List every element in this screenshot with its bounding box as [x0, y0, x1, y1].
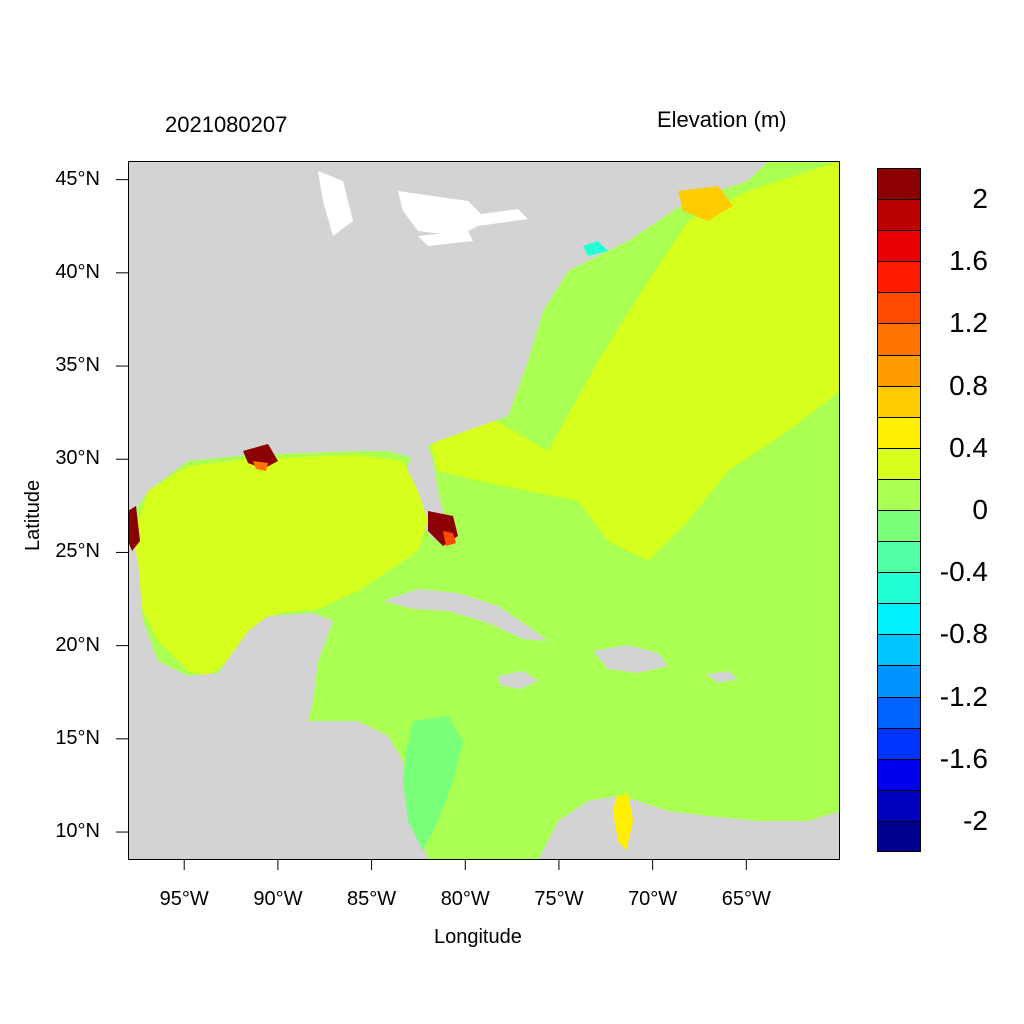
colorbar-label: 1.6	[949, 245, 988, 277]
x-tick-label: 65°W	[721, 888, 771, 910]
colorbar-label: 1.2	[949, 307, 988, 339]
colorbar-swatch	[877, 541, 921, 573]
y-tick-label: 15°N	[55, 726, 100, 749]
long-island-low	[583, 241, 608, 256]
colorbar-label: -1.6	[939, 742, 988, 774]
colorbar-swatch	[877, 696, 921, 728]
colorbar-label: 0.4	[949, 431, 988, 463]
colorbar-swatch	[877, 292, 921, 324]
bahamas-elevated	[428, 416, 578, 501]
map-panel	[128, 161, 840, 860]
colorbar-swatch	[877, 323, 921, 355]
texas-surge-high	[128, 506, 140, 551]
plot-border	[128, 161, 840, 860]
louisiana-surge-mid	[253, 461, 268, 471]
colorbar-swatch	[877, 385, 921, 417]
colorbar-swatch	[877, 510, 921, 542]
colorbar-swatch	[877, 758, 921, 790]
x-tick-label: 95°W	[159, 888, 209, 910]
lake-erie	[418, 231, 473, 246]
cuba-land	[383, 589, 548, 641]
central-america-land	[128, 521, 428, 860]
colorbar-swatch	[877, 447, 921, 479]
colorbar-label: 0	[972, 494, 988, 525]
florida-surge-mid	[443, 531, 456, 546]
colorbar-swatch	[877, 230, 921, 262]
y-tick-label: 30°N	[55, 447, 100, 470]
gulf-of-maine-high	[678, 186, 733, 221]
colorbar-label: -0.4	[939, 556, 988, 588]
colorbar-swatch	[877, 199, 921, 231]
hispaniola-land	[593, 645, 668, 673]
colorbar-swatch	[877, 261, 921, 293]
colorbar-swatch	[877, 572, 921, 604]
colorbar-swatch	[877, 354, 921, 386]
x-tick-label: 70°W	[628, 888, 678, 910]
map-plot	[128, 161, 840, 860]
louisiana-surge-high	[243, 444, 278, 469]
colorbar-swatch	[877, 603, 921, 635]
colorbar-swatch	[877, 478, 921, 510]
colorbar-label: 2	[972, 183, 988, 215]
y-tick-label: 40°N	[55, 260, 100, 283]
y-tick-label: 20°N	[55, 633, 100, 656]
lake-michigan	[318, 171, 353, 236]
caribbean-low-patch	[403, 716, 463, 851]
colorbar-swatch	[877, 634, 921, 666]
y-tick-label: 35°N	[55, 354, 100, 377]
colorbar-label: -0.8	[939, 618, 988, 650]
colorbar-swatch	[877, 727, 921, 759]
timestamp-title: 2021080207	[165, 112, 288, 137]
colorbar-label: 0.8	[949, 369, 988, 401]
variable-title: Elevation (m)	[657, 107, 787, 132]
colorbar-label: -1.2	[939, 680, 988, 712]
colorbar-swatch	[877, 168, 921, 200]
x-tick-label: 80°W	[440, 888, 490, 910]
puerto-rico-land	[706, 671, 738, 683]
colorbar-swatch	[877, 789, 921, 821]
y-tick-label: 10°N	[55, 820, 100, 843]
jamaica-land	[498, 671, 538, 689]
lake-huron	[398, 191, 488, 236]
maracaibo-high	[613, 793, 633, 851]
lake-ontario	[468, 209, 528, 226]
x-axis-label: Longitude	[434, 926, 522, 948]
colorbar	[877, 168, 921, 852]
x-tick-label: 85°W	[347, 888, 397, 910]
x-tick-label: 90°W	[253, 888, 303, 910]
y-tick-label: 45°N	[55, 167, 100, 190]
y-tick-label: 25°N	[55, 540, 100, 563]
x-tick-label: 75°W	[534, 888, 584, 910]
colorbar-swatch	[877, 820, 921, 852]
gulf-of-mexico	[133, 455, 428, 676]
y-axis-label: Latitude	[22, 479, 44, 551]
colorbar-swatch	[877, 416, 921, 448]
colorbar-swatch	[877, 665, 921, 697]
north-atlantic-elevated	[548, 161, 840, 561]
colorbar-label: -2	[963, 804, 988, 836]
